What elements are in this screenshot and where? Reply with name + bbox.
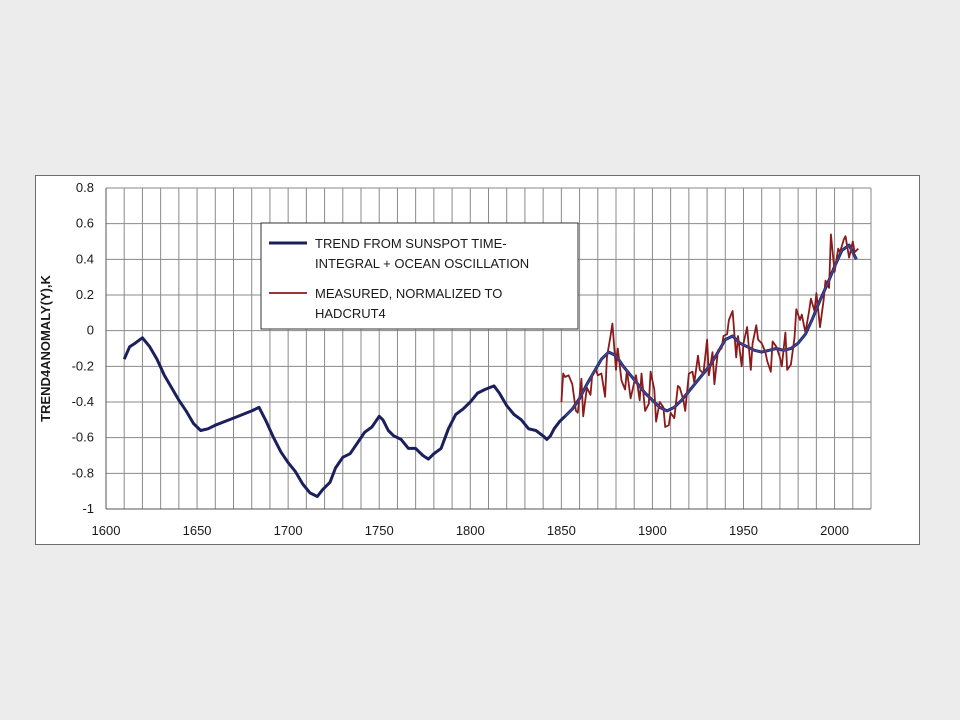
y-tick-label: 0.2 <box>76 287 94 302</box>
legend-entry-trend-label-2: INTEGRAL + OCEAN OSCILLATION <box>315 256 529 271</box>
y-tick-label: 0 <box>87 323 94 338</box>
series-lines <box>122 233 859 498</box>
x-tick-label: 2000 <box>820 523 849 538</box>
legend-box <box>260 222 579 330</box>
x-tick-label: 1900 <box>638 523 667 538</box>
trend-overlay-line <box>564 244 858 417</box>
x-tick-label: 1650 <box>183 523 212 538</box>
chart-frame: -1 -0.8 -0.6 -0.4 -0.2 0 0.2 0.4 0.6 0.8 1600 1650 1… <box>35 175 920 545</box>
legend-entry-measured-label-2: HADCRUT4 <box>315 306 386 321</box>
y-axis-title: TREND4ANOMALY(Y),K <box>38 274 53 421</box>
x-tick-label: 1600 <box>92 523 121 538</box>
y-tick-label: 0.6 <box>76 216 94 231</box>
y-tick-label: 0.4 <box>76 251 94 266</box>
measured-series-line <box>560 233 859 428</box>
axes: -1 -0.8 -0.6 -0.4 -0.2 0 0.2 0.4 0.6 0.8 1600 1650 1… <box>38 180 872 538</box>
x-tick-label: 1700 <box>274 523 303 538</box>
y-tick-label: -0.2 <box>72 358 94 373</box>
line-chart: -1 -0.8 -0.6 -0.4 -0.2 0 0.2 0.4 0.6 0.8 1600 1650 1… <box>38 180 872 538</box>
legend-entry-trend-label: TREND FROM SUNSPOT TIME- <box>315 236 507 251</box>
x-tick-label: 1950 <box>729 523 758 538</box>
y-tick-label: -1 <box>82 501 94 516</box>
y-tick-label: -0.6 <box>72 430 94 445</box>
y-tick-label: -0.4 <box>72 394 94 409</box>
x-tick-label: 1750 <box>365 523 394 538</box>
legend-entry-measured-label: MEASURED, NORMALIZED TO <box>315 286 502 301</box>
x-tick-label: 1850 <box>547 523 576 538</box>
x-tick-label: 1800 <box>456 523 485 538</box>
y-tick-label: 0.8 <box>76 180 94 195</box>
legend: TREND FROM SUNSPOT TIME- INTEGRAL + OCEAN… <box>260 222 579 330</box>
y-tick-label: -0.8 <box>72 465 94 480</box>
